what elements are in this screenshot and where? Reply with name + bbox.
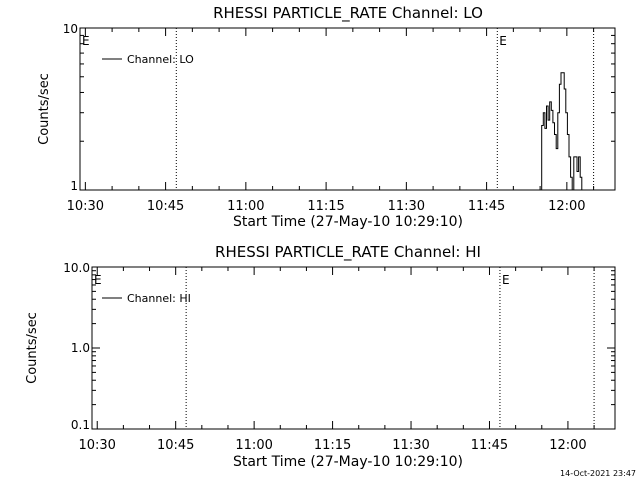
x-tick-label: 11:00 bbox=[227, 199, 264, 214]
footer-timestamp: 14-Oct-2021 23:47 bbox=[560, 469, 636, 478]
y-tick-label: 1.0 bbox=[71, 341, 90, 355]
x-tick-label: 10:45 bbox=[157, 438, 194, 453]
x-tick-label: 12:00 bbox=[549, 438, 586, 453]
plot-frame bbox=[79, 27, 616, 191]
x-tick-label: 10:45 bbox=[147, 199, 184, 214]
series-line bbox=[540, 72, 584, 191]
event-marker-label: E bbox=[94, 273, 102, 287]
x-tick-label: 10:30 bbox=[78, 438, 115, 453]
x-tick-label: 10:30 bbox=[67, 199, 104, 214]
x-tick-label: 11:45 bbox=[471, 438, 508, 453]
x-axis-label: Start Time (27-May-10 10:29:10) bbox=[233, 454, 463, 470]
event-marker-label: E bbox=[82, 34, 90, 48]
x-tick-label: 11:00 bbox=[235, 438, 272, 453]
chart-title: RHESSI PARTICLE_RATE Channel: HI bbox=[215, 243, 481, 262]
legend-label: Channel: LO bbox=[127, 53, 194, 66]
y-tick-label: 0.1 bbox=[71, 418, 90, 432]
x-tick-label: 11:30 bbox=[388, 199, 425, 214]
event-marker-label: E bbox=[502, 273, 510, 287]
x-axis-label: Start Time (27-May-10 10:29:10) bbox=[233, 214, 463, 230]
x-tick-label: 11:15 bbox=[314, 438, 351, 453]
x-tick-label: 11:45 bbox=[468, 199, 505, 214]
x-tick-label: 11:15 bbox=[307, 199, 344, 214]
chart-title: RHESSI PARTICLE_RATE Channel: LO bbox=[213, 4, 483, 23]
y-tick-label: 10.0 bbox=[63, 261, 90, 275]
panel-lo: RHESSI PARTICLE_RATE Channel: LO Counts/… bbox=[37, 4, 616, 230]
x-tick-label: 12:00 bbox=[548, 199, 585, 214]
panel-hi: RHESSI PARTICLE_RATE Channel: HI Counts/… bbox=[25, 243, 616, 470]
legend-label: Channel: HI bbox=[127, 292, 191, 305]
event-marker-label: E bbox=[499, 34, 507, 48]
y-axis-label: Counts/sec bbox=[37, 73, 52, 145]
y-tick-label: 1 bbox=[70, 179, 78, 193]
y-tick-label: 10 bbox=[63, 22, 78, 36]
x-tick-label: 11:30 bbox=[392, 438, 429, 453]
y-axis-label: Counts/sec bbox=[25, 312, 40, 384]
